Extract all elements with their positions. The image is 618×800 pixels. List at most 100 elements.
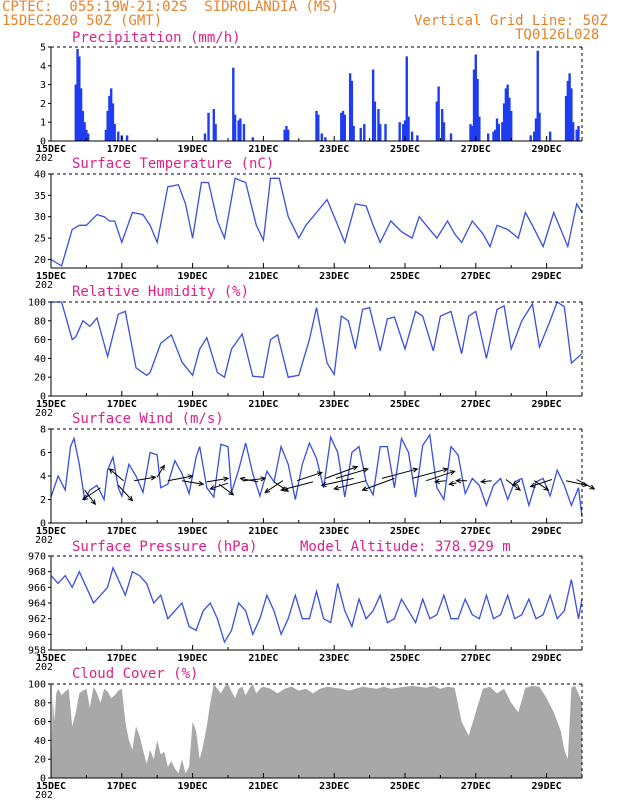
- wind-arrowhead-27: [455, 478, 462, 484]
- wind-arrowhead-6: [187, 474, 194, 480]
- temp-title: Surface Temperature (nC): [72, 156, 274, 172]
- precip-bar-45: [379, 124, 382, 141]
- precip-bar-0: [74, 84, 77, 141]
- wind-xtick-label-2: 19DEC: [178, 526, 208, 537]
- wind-arrow-6: [167, 475, 193, 482]
- precip-bar-46: [384, 124, 387, 141]
- precip-bar-22: [233, 114, 237, 141]
- rh-ytick-label-1: 20: [34, 373, 46, 384]
- pres-ytick-label-6: 970: [28, 552, 46, 563]
- wind-arrow-33: [565, 480, 588, 486]
- wind-arrow-32: [530, 479, 553, 488]
- wind-arrow-15: [296, 472, 322, 482]
- precip-bar-7: [86, 133, 90, 141]
- precip-bar-85: [570, 88, 573, 141]
- precip-ytick-label-3: 3: [40, 80, 46, 91]
- rh-title: Relative Humidity (%): [72, 284, 249, 300]
- wind-arrow-17: [325, 466, 358, 479]
- cloud-xtick-label-0: 15DEC: [36, 781, 66, 792]
- precip-bar-68: [495, 118, 499, 141]
- precip-bar-88: [577, 125, 580, 141]
- pres-xtick-label-0: 15DEC: [36, 653, 66, 664]
- wind-arrowhead-10: [209, 485, 216, 491]
- wind-arrowhead-0: [90, 499, 96, 506]
- cloud-ytick-label-3: 60: [34, 717, 46, 728]
- pres-ytick-label-2: 962: [28, 614, 46, 625]
- wind-xtick-label-3: 21DEC: [248, 526, 278, 537]
- precip-bar-56: [440, 109, 444, 141]
- precip-bar-57: [442, 122, 446, 141]
- precip-bar-36: [343, 114, 347, 141]
- precip-bar-79: [536, 50, 539, 142]
- wind-arrowhead-31: [543, 485, 550, 491]
- precip-xtick-label-4: 23DEC: [319, 144, 349, 155]
- precip-title: Precipitation (mm/h): [72, 30, 241, 46]
- precip-bar-49: [403, 120, 407, 141]
- precip-year-fragment: 202: [35, 153, 53, 164]
- temp-xtick-label-6: 27DEC: [461, 271, 491, 282]
- cloud-xtick-label-7: 29DEC: [532, 781, 562, 792]
- wind-line: [50, 433, 583, 518]
- temp-xtick-label-0: 15DEC: [36, 271, 66, 282]
- wind-arrow-1: [82, 487, 101, 500]
- precip-xtick-label-0: 15DEC: [36, 144, 66, 155]
- precip-bar-6: [85, 129, 88, 141]
- precip-bar-55: [437, 86, 440, 141]
- cloud-xtick-label-1: 17DEC: [107, 781, 137, 792]
- precip-bar-21: [232, 67, 235, 141]
- wind-arrow-20: [334, 480, 367, 490]
- precip-bar-74: [508, 97, 511, 141]
- precip-xtick-label-6: 27DEC: [461, 144, 491, 155]
- wind-arrowhead-28: [479, 478, 486, 485]
- wind-arrowhead-16: [279, 486, 287, 492]
- temp-line: [50, 177, 583, 267]
- rh-ytick-label-0: 0: [40, 392, 46, 403]
- precip-bar-13: [113, 124, 116, 141]
- run-datetime: 15DEC2020 50Z (GMT): [2, 13, 163, 29]
- rh-xtick-label-4: 23DEC: [319, 399, 349, 410]
- precip-bar-11: [109, 88, 113, 141]
- precip-bar-69: [497, 124, 501, 141]
- temp-ytick-label-2: 30: [34, 212, 46, 223]
- precip-bar-78: [534, 118, 538, 141]
- precip-bar-59: [469, 124, 472, 141]
- wind-arrowhead-24: [449, 470, 456, 476]
- wind-arrowhead-4: [150, 475, 157, 481]
- precip-bar-63: [476, 78, 479, 141]
- rh-ytick-label-4: 80: [34, 316, 46, 327]
- wind-arrowhead-7: [198, 480, 205, 487]
- pres-xtick-label-5: 25DEC: [390, 653, 420, 664]
- rh-xtick-label-0: 15DEC: [36, 399, 66, 410]
- model-altitude: Model Altitude: 378.929 m: [300, 539, 511, 555]
- pres-xtick-label-6: 27DEC: [461, 653, 491, 664]
- precip-bar-40: [359, 127, 362, 141]
- wind-xtick-label-5: 25DEC: [390, 526, 420, 537]
- precip-bar-34: [340, 112, 343, 141]
- precip-bar-83: [566, 80, 570, 141]
- precip-bar-62: [474, 54, 477, 141]
- wind-arrow-4: [134, 476, 156, 482]
- rh-year-fragment: 202: [35, 408, 53, 419]
- pres-ytick-label-5: 968: [28, 567, 46, 578]
- precip-bar-82: [564, 95, 568, 141]
- precip-xtick-label-2: 19DEC: [178, 144, 208, 155]
- precip-bar-39: [352, 125, 355, 141]
- pres-xtick-label-3: 21DEC: [248, 653, 278, 664]
- precip-bar-72: [504, 88, 508, 141]
- precip-bar-24: [239, 118, 242, 141]
- precip-bar-80: [538, 112, 541, 141]
- temp-xtick-label-5: 25DEC: [390, 271, 420, 282]
- wind-arrowhead-34: [589, 484, 596, 490]
- rh-xtick-label-3: 21DEC: [248, 399, 278, 410]
- precip-bar-43: [373, 101, 377, 141]
- cloud-xtick-label-4: 23DEC: [319, 781, 349, 792]
- wind-arrowhead-3: [108, 468, 115, 474]
- wind-arrow-23: [411, 468, 448, 479]
- cloud-area: [51, 684, 582, 778]
- precip-bar-60: [471, 125, 474, 141]
- precip-bar-19: [212, 109, 216, 141]
- wind-arrowhead-26: [448, 480, 455, 487]
- precip-bar-77: [533, 131, 536, 141]
- precip-bar-87: [575, 129, 578, 141]
- precip-xtick-label-3: 21DEC: [248, 144, 278, 155]
